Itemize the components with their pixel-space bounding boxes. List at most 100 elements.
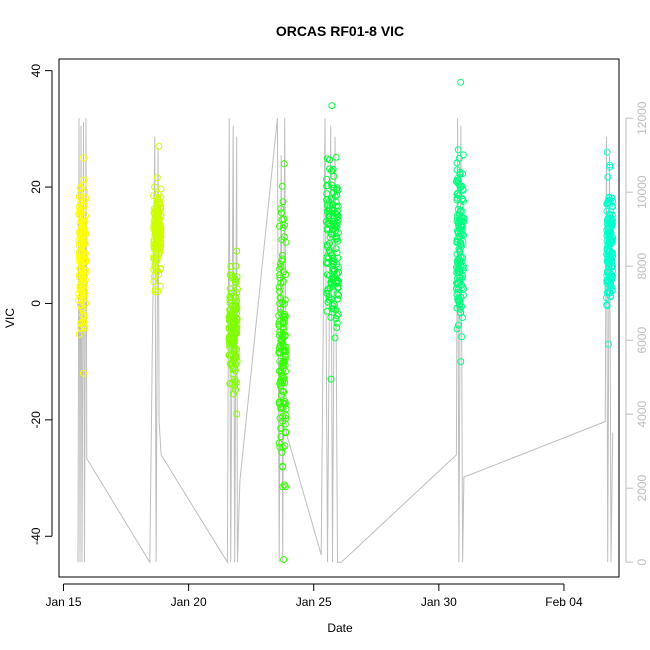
data-point <box>233 285 241 293</box>
data-point <box>76 265 84 273</box>
data-point <box>281 332 289 340</box>
data-point <box>281 361 289 369</box>
data-point <box>453 166 461 174</box>
data-point <box>276 414 284 422</box>
x-tick-label: Jan 15 <box>45 595 81 609</box>
data-point <box>453 239 461 246</box>
data-point <box>232 386 239 394</box>
data-point <box>226 271 234 279</box>
x-tick-label: Jan 30 <box>421 595 457 609</box>
data-point <box>327 375 335 383</box>
data-point <box>275 349 283 357</box>
data-point <box>79 278 87 286</box>
data-point <box>603 294 610 302</box>
data-point <box>608 263 616 271</box>
data-point <box>77 189 85 197</box>
data-point <box>228 322 236 330</box>
data-point <box>278 403 286 411</box>
data-point <box>328 230 336 238</box>
data-point <box>232 317 240 325</box>
data-point <box>76 285 84 293</box>
data-point <box>75 296 83 304</box>
data-point <box>606 289 614 297</box>
data-point <box>323 226 331 234</box>
data-point <box>282 348 290 356</box>
data-point <box>459 170 467 178</box>
data-point <box>151 231 159 239</box>
data-point <box>457 358 465 366</box>
data-point <box>455 321 462 329</box>
data-point <box>604 229 611 237</box>
y2-tick-label: 2000 <box>635 475 649 502</box>
data-point <box>333 249 341 257</box>
data-point <box>326 202 334 210</box>
data-point <box>275 283 283 291</box>
data-point <box>333 270 341 278</box>
data-point <box>333 184 341 192</box>
data-point <box>228 335 236 343</box>
y-tick-label: 0 <box>29 300 43 307</box>
data-point <box>326 249 334 257</box>
data-point <box>227 263 235 270</box>
data-point <box>453 214 461 222</box>
data-point <box>80 290 88 298</box>
data-point <box>152 244 160 252</box>
data-point <box>606 200 614 208</box>
data-point <box>282 412 290 419</box>
flight-group <box>75 154 90 377</box>
data-point <box>279 462 287 470</box>
y2-tick-label: 0 <box>635 559 649 566</box>
data-point <box>334 202 342 210</box>
data-point <box>453 159 461 167</box>
data-point <box>333 324 341 331</box>
data-point <box>277 404 285 412</box>
data-point <box>334 310 342 318</box>
data-point <box>608 211 616 219</box>
plot-frame <box>58 58 620 578</box>
data-point <box>82 258 90 266</box>
data-point <box>227 330 235 338</box>
data-point <box>276 305 284 313</box>
data-point <box>457 78 465 86</box>
data-point <box>157 243 165 251</box>
data-point <box>77 230 85 238</box>
data-point <box>460 291 467 299</box>
data-point <box>603 232 611 240</box>
data-point <box>458 333 466 341</box>
data-point <box>459 262 467 270</box>
y2-tick-label: 8000 <box>635 253 649 280</box>
data-point <box>154 207 162 215</box>
data-point <box>225 335 233 343</box>
data-point <box>457 239 465 247</box>
data-point <box>279 198 287 206</box>
data-point <box>81 217 88 225</box>
data-point <box>279 326 287 334</box>
data-point <box>82 266 90 274</box>
data-point <box>327 295 335 303</box>
data-point <box>333 191 341 199</box>
data-point <box>455 267 463 275</box>
data-point <box>79 266 87 274</box>
data-point <box>278 340 286 348</box>
data-point <box>233 410 241 418</box>
data-point <box>605 253 613 261</box>
data-point <box>454 288 462 296</box>
data-point <box>453 217 461 225</box>
data-point <box>152 228 160 235</box>
data-point <box>80 176 88 184</box>
data-point <box>280 556 288 563</box>
data-point <box>151 286 159 294</box>
data-point <box>76 207 84 215</box>
data-point <box>455 297 463 305</box>
data-point <box>328 102 336 110</box>
data-point <box>459 151 467 159</box>
data-point <box>325 293 333 301</box>
flight-group <box>452 78 468 366</box>
data-point <box>277 382 285 390</box>
data-point <box>327 313 335 321</box>
data-point <box>604 284 612 292</box>
data-point <box>226 299 234 307</box>
flight-group <box>275 160 290 563</box>
data-point <box>81 197 88 205</box>
